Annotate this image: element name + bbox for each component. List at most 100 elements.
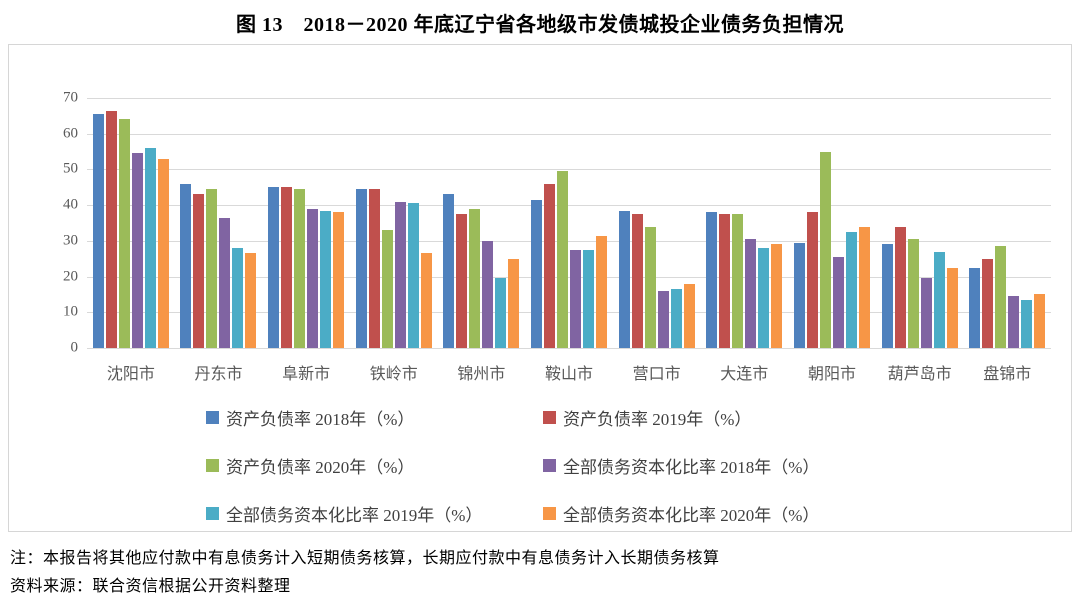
bar-group: [350, 98, 438, 348]
legend-marker: [543, 411, 556, 424]
bar-group: [438, 98, 526, 348]
legend-label: 全部债务资本化比率 2018年（%）: [563, 458, 820, 477]
bar: [219, 217, 231, 348]
bar: [819, 151, 831, 348]
bar: [180, 183, 192, 348]
legend: 资产负债率 2018年（%） 资产负债率 2019年（%） 资产负债率 2020年（…: [206, 405, 819, 526]
bar-group: [175, 98, 263, 348]
legend-item: 全部债务资本化比率 2019年（%）: [206, 501, 543, 526]
x-axis-label: 鞍山市: [545, 366, 594, 383]
bar: [806, 212, 818, 348]
bar-group: [613, 98, 701, 348]
x-axis-label: 阜新市: [282, 366, 331, 383]
bar: [193, 194, 205, 348]
bar: [706, 212, 718, 348]
gridline: [87, 205, 1051, 207]
gridline: [87, 240, 1051, 242]
bar: [858, 226, 870, 348]
bar: [1034, 294, 1046, 348]
bar: [531, 199, 543, 348]
bar: [281, 187, 293, 348]
y-axis-tick-label: 50: [63, 160, 78, 177]
bar: [933, 251, 945, 348]
bar-group: [262, 98, 350, 348]
chart-title: 图 13 2018－2020 年底辽宁省各地级市发债城投企业债务负担情况: [236, 14, 844, 36]
gridline: [87, 133, 1051, 135]
bar: [683, 283, 695, 348]
bar: [544, 183, 556, 348]
bar: [381, 230, 393, 348]
bar: [832, 256, 844, 348]
bar: [157, 158, 169, 348]
x-axis-label: 铁岭市: [369, 366, 418, 383]
bar: [793, 242, 805, 348]
bar: [407, 203, 419, 348]
bar: [333, 212, 345, 348]
bar: [845, 231, 857, 348]
bar: [320, 210, 332, 348]
x-axis-label: 大连市: [720, 366, 769, 383]
legend-marker: [206, 459, 219, 472]
bar: [245, 253, 257, 348]
bar: [771, 244, 783, 348]
note-line: 注：本报告将其他应付款中有息债务计入短期债务核算，长期应付款中有息债务计入长期债…: [10, 550, 720, 567]
gridline: [87, 312, 1051, 314]
bar: [995, 246, 1007, 348]
legend-marker: [543, 459, 556, 472]
bar: [583, 249, 595, 348]
source-line: 资料来源：联合资信根据公开资料整理: [10, 578, 291, 595]
x-axis-label: 锦州市: [457, 366, 506, 383]
bar: [745, 239, 757, 348]
bar: [482, 240, 494, 348]
bar: [469, 208, 481, 348]
plot-area: 0 10 20 30 40 50 60 70: [63, 90, 1051, 356]
bar: [456, 214, 468, 348]
bar: [394, 201, 406, 348]
x-axis-label: 朝阳市: [807, 366, 856, 383]
bar-group: [700, 98, 788, 348]
bar: [144, 148, 156, 348]
bar: [657, 290, 669, 348]
legend-marker: [543, 507, 556, 520]
bar: [307, 208, 319, 348]
bar: [894, 226, 906, 348]
legend-marker: [206, 411, 219, 424]
y-axis-tick-label: 20: [63, 268, 78, 285]
gridline: [87, 276, 1051, 278]
x-axis-labels: 沈阳市 丹东市 阜新市 铁岭市 锦州市 鞍山市 营口市 大连市 朝阳市 葫芦岛市 盘锦市: [87, 360, 1051, 384]
bar: [268, 187, 280, 348]
legend-label: 资产负债率 2019年（%）: [563, 410, 752, 429]
bar: [644, 226, 656, 348]
bar: [719, 214, 731, 348]
legend-label: 全部债务资本化比率 2020年（%）: [563, 506, 820, 525]
gridline: [87, 348, 1051, 349]
chart-frame: 0 10 20 30 40 50 60 70 沈阳市 丹东市 阜新市 铁岭市 锦州市 鞍山市 营口市 大连市…: [8, 44, 1072, 532]
bar-group: [963, 98, 1051, 348]
legend-label: 资产负债率 2020年（%）: [226, 458, 415, 477]
bar: [758, 248, 770, 348]
bar: [982, 258, 994, 348]
bar: [1008, 296, 1020, 348]
bar-groups: [87, 98, 1051, 348]
bar: [631, 214, 643, 348]
bar: [495, 278, 507, 348]
legend-label: 全部债务资本化比率 2019年（%）: [226, 506, 483, 525]
bar-group: [87, 98, 175, 348]
bar: [355, 189, 367, 348]
bar: [969, 267, 981, 348]
bar: [946, 267, 958, 348]
bar: [557, 171, 569, 348]
legend-item: 全部债务资本化比率 2020年（%）: [543, 501, 819, 526]
bar: [206, 189, 218, 348]
y-axis-tick-label: 70: [63, 89, 78, 106]
x-axis-label: 葫芦岛市: [887, 366, 952, 383]
y-axis-tick-label: 30: [63, 232, 78, 249]
bar: [596, 235, 608, 348]
x-axis-label: 沈阳市: [106, 366, 155, 383]
bar: [508, 258, 520, 348]
bar: [420, 253, 432, 348]
bar: [443, 194, 455, 348]
bar: [907, 239, 919, 348]
legend-marker: [206, 507, 219, 520]
